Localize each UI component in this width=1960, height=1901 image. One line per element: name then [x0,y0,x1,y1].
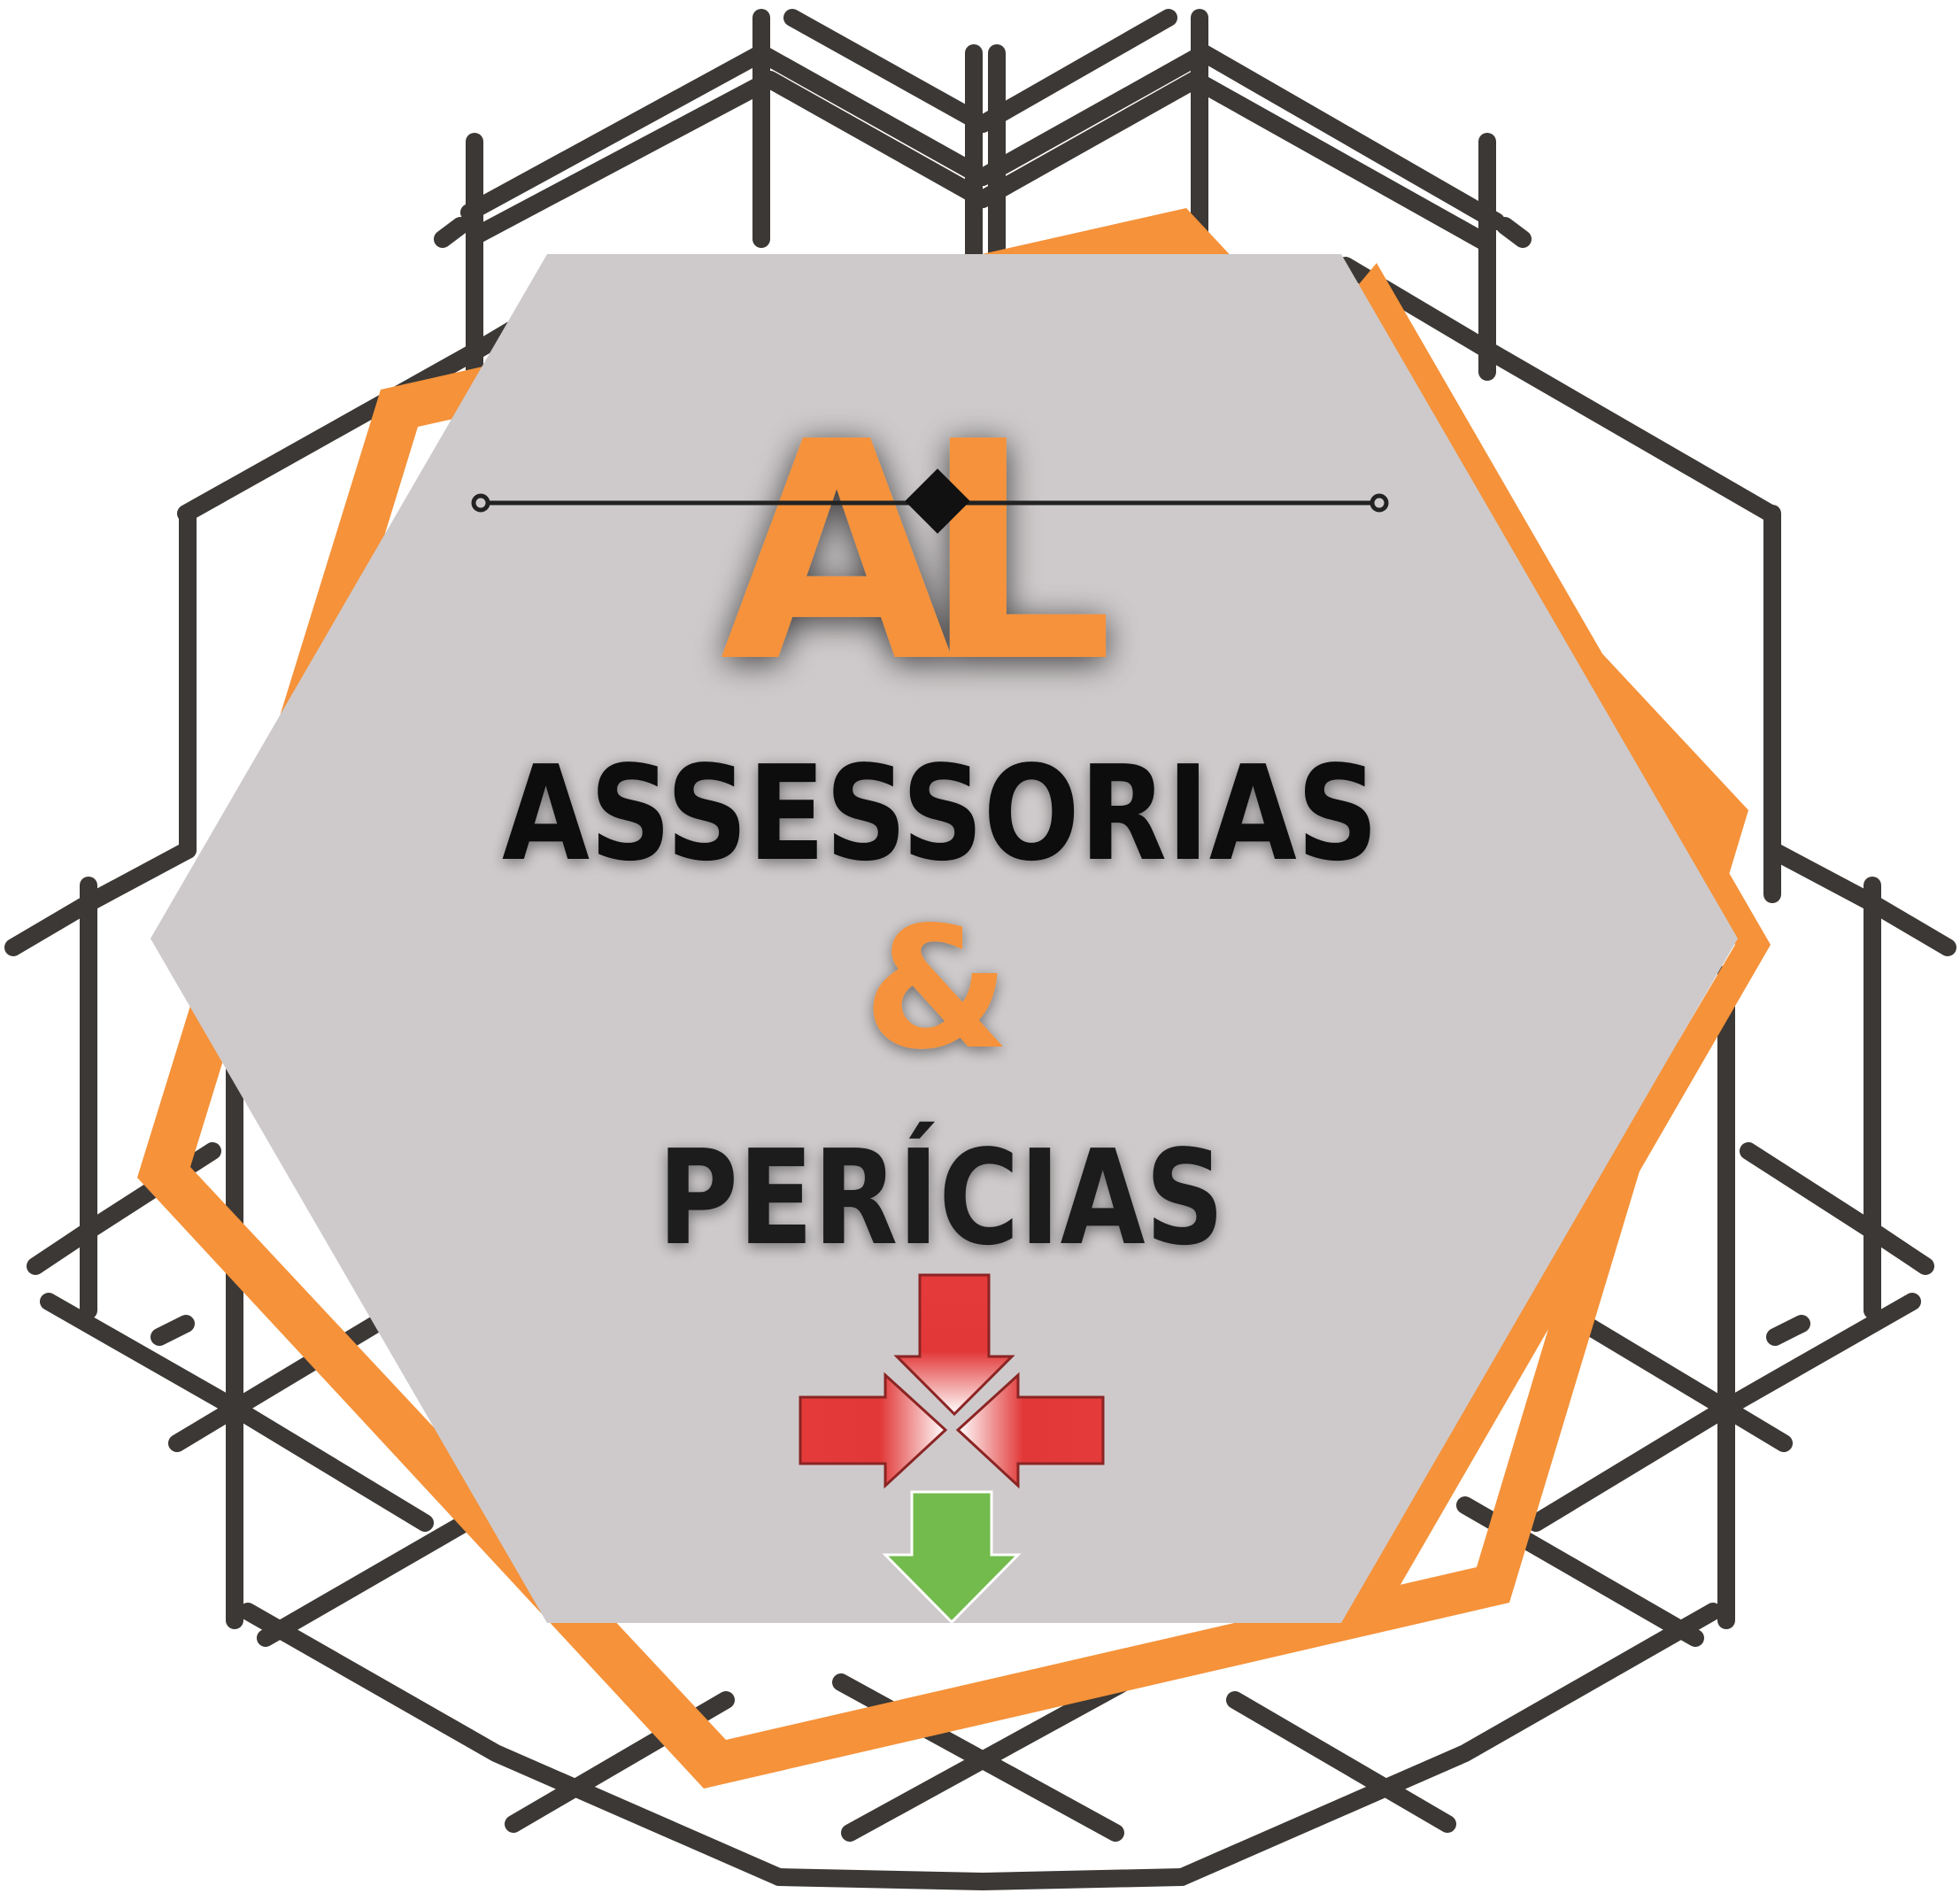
red-arrow-left-icon [955,1372,1105,1489]
brand-ampersand: & [863,891,1010,1086]
red-arrow-right-icon [799,1372,948,1489]
divider-left-dot [471,493,490,513]
grey-hexagon [150,254,1738,1623]
diamond-icon [905,468,970,534]
monogram-letter-l: L [922,378,1115,729]
green-down-arrow-icon [882,1490,1022,1625]
brand-line-assessorias: ASSESSORIAS [502,738,1378,890]
brand-line-pericias: PERÍCIAS [658,1121,1224,1274]
converging-red-arrows-icon [799,1273,1105,1489]
red-arrow-down-icon [893,1273,1015,1417]
divider-right-dot [1370,493,1389,513]
monogram-letter-a: A [720,378,955,729]
monogram: A L [720,378,1114,729]
